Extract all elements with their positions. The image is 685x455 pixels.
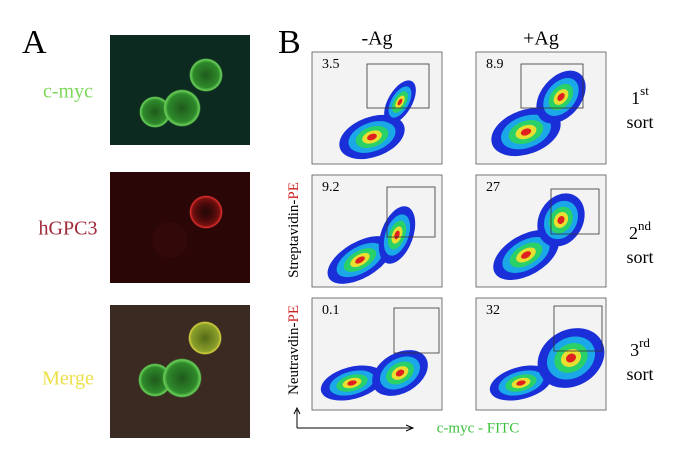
label-text: Neutravdin- [286, 323, 302, 395]
micrograph [110, 172, 250, 283]
sort-ordinal: 1 [631, 88, 640, 108]
density-blob [521, 251, 531, 259]
label-text: Streptavidin- [286, 200, 302, 278]
gate-percentage: 8.9 [486, 57, 504, 72]
label-highlight: PE [286, 305, 302, 323]
gate [550, 188, 600, 235]
column-header: -Ag [361, 28, 392, 50]
gate-percentage: 3.5 [322, 57, 340, 72]
channel-label: Merge [42, 368, 94, 390]
axis-arrow [293, 406, 415, 432]
gate [386, 186, 436, 238]
panel-label: A [22, 24, 47, 61]
sort-suffix: rd [639, 335, 650, 350]
label-highlight: PE [286, 182, 302, 200]
flow-plot: 32 [475, 297, 607, 411]
panel-label: B [278, 24, 301, 61]
flow-plots: 3.5 8.9 9.2 27 0.1 32 [311, 51, 607, 411]
sort-word: sort [627, 364, 654, 384]
gate-percentage: 0.1 [322, 303, 340, 318]
density-blob [395, 369, 405, 377]
sort-ordinal: 3 [630, 340, 639, 360]
density-blob [557, 216, 565, 224]
x-axis-label: c-myc - FITC [437, 420, 519, 436]
flow-plot: 8.9 [475, 51, 607, 165]
density-blob [557, 93, 565, 101]
channel-label: hGPC3 [39, 218, 98, 240]
gate [553, 305, 603, 352]
sort-word: sort [627, 112, 654, 132]
density-blob [347, 380, 357, 386]
density-blob [565, 353, 577, 363]
flow-plot: 0.1 [311, 297, 443, 411]
gate-percentage: 9.2 [322, 180, 340, 195]
density-blob [397, 98, 403, 106]
gate [393, 307, 440, 354]
sort-label: 2nd [629, 218, 652, 243]
micrograph [110, 35, 250, 145]
y-axis-label: Neutravdin-PE [286, 305, 302, 395]
sort-label: 3rd [630, 335, 650, 360]
density-blob [355, 256, 365, 264]
y-axis-label: Streptavidin-PE [286, 182, 302, 278]
gate [366, 63, 430, 109]
density-blob [367, 133, 377, 141]
sort-word: sort [627, 247, 654, 267]
flow-plot: 27 [475, 174, 607, 288]
flow-plot: 3.5 [311, 51, 443, 165]
flow-plot: 9.2 [311, 174, 443, 288]
sort-suffix: nd [638, 218, 652, 233]
sort-label: 1st [631, 83, 649, 108]
gate [520, 63, 584, 109]
sort-suffix: st [640, 83, 649, 98]
micrograph [110, 305, 250, 438]
sort-ordinal: 2 [629, 223, 638, 243]
column-header: +Ag [523, 28, 559, 50]
gate-percentage: 32 [486, 303, 500, 318]
channel-label: c-myc [43, 81, 93, 103]
gate-percentage: 27 [486, 180, 500, 195]
density-blob [520, 128, 532, 136]
density-blob [516, 380, 526, 386]
